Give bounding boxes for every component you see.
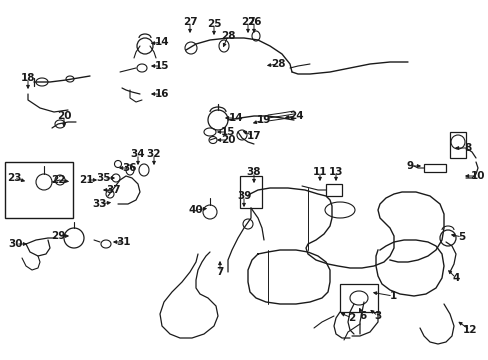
Bar bbox=[240, 176, 262, 208]
Text: 29: 29 bbox=[51, 231, 65, 241]
Text: 27: 27 bbox=[240, 17, 255, 27]
Text: 28: 28 bbox=[270, 59, 285, 69]
Text: 26: 26 bbox=[246, 17, 261, 27]
Text: 4: 4 bbox=[451, 273, 459, 283]
Text: 15: 15 bbox=[154, 61, 169, 71]
Text: 7: 7 bbox=[216, 267, 223, 277]
Text: 28: 28 bbox=[220, 31, 235, 41]
Text: 14: 14 bbox=[154, 37, 169, 47]
Text: 2: 2 bbox=[347, 313, 355, 323]
Text: 31: 31 bbox=[117, 237, 131, 247]
Text: 1: 1 bbox=[388, 291, 396, 301]
Text: 39: 39 bbox=[236, 191, 251, 201]
Text: 11: 11 bbox=[312, 167, 326, 177]
Text: 37: 37 bbox=[106, 185, 121, 195]
Text: 27: 27 bbox=[183, 17, 197, 27]
Bar bbox=[5, 162, 73, 218]
Text: 35: 35 bbox=[97, 173, 111, 183]
Text: 30: 30 bbox=[9, 239, 23, 249]
Text: 36: 36 bbox=[122, 163, 137, 173]
Text: 16: 16 bbox=[154, 89, 169, 99]
Text: 32: 32 bbox=[146, 149, 161, 159]
Text: 25: 25 bbox=[206, 19, 221, 29]
Bar bbox=[325, 184, 341, 196]
Text: 5: 5 bbox=[457, 232, 465, 242]
Text: 22: 22 bbox=[51, 175, 65, 185]
Text: 20: 20 bbox=[220, 135, 235, 145]
Bar bbox=[449, 132, 465, 158]
Text: 3: 3 bbox=[374, 311, 381, 321]
Text: 34: 34 bbox=[130, 149, 145, 159]
Text: 14: 14 bbox=[228, 113, 243, 123]
Text: 19: 19 bbox=[256, 115, 271, 125]
Text: 9: 9 bbox=[406, 161, 413, 171]
Text: 33: 33 bbox=[93, 199, 107, 209]
Text: 6: 6 bbox=[359, 311, 366, 321]
Text: 18: 18 bbox=[20, 73, 35, 83]
Text: 24: 24 bbox=[288, 111, 303, 121]
Text: 23: 23 bbox=[7, 173, 21, 183]
Text: 10: 10 bbox=[470, 171, 484, 181]
Text: 21: 21 bbox=[79, 175, 93, 185]
Bar bbox=[339, 284, 377, 312]
Text: 20: 20 bbox=[57, 111, 71, 121]
Bar bbox=[423, 164, 445, 172]
Text: 12: 12 bbox=[462, 325, 476, 335]
Text: 8: 8 bbox=[464, 143, 470, 153]
Text: 38: 38 bbox=[246, 167, 261, 177]
Text: 40: 40 bbox=[188, 205, 203, 215]
Text: 15: 15 bbox=[220, 127, 235, 137]
Text: 13: 13 bbox=[328, 167, 343, 177]
Text: 17: 17 bbox=[246, 131, 261, 141]
